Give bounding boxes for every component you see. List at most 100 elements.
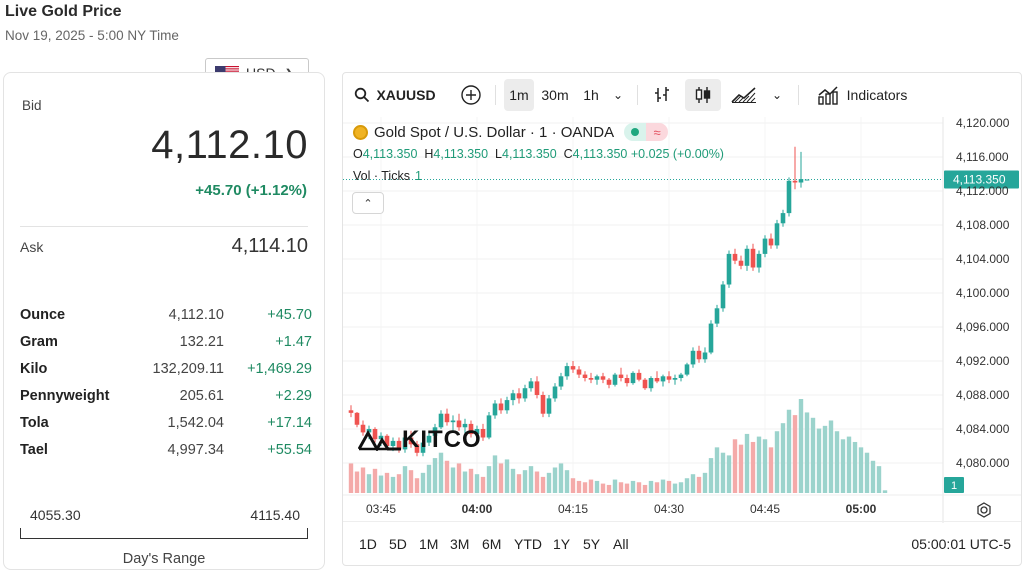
volume-bar [546, 472, 552, 493]
close-label: C [563, 147, 573, 161]
range-5d-button[interactable]: 5D [389, 536, 407, 552]
time-tick-label: 04:00 [462, 502, 493, 516]
collapse-legend-button[interactable]: ⌃ [352, 192, 384, 214]
volume-bar [696, 476, 702, 493]
unit-change: +1,469.29 [247, 361, 312, 377]
days-range-high: 4115.40 [250, 507, 300, 523]
bid-value: 4,112.10 [151, 123, 308, 167]
interval-1m-button[interactable]: 1m [504, 79, 534, 111]
change-value: +0.025 (+0.00%) [630, 147, 724, 161]
volume-bar [606, 484, 612, 493]
divider [20, 226, 308, 227]
volume-bar [654, 482, 660, 493]
price-tick-label: 4,084.000 [956, 422, 1010, 436]
range-all-button[interactable]: All [613, 536, 629, 552]
ohlc-bars-icon [655, 87, 669, 102]
candle-body [804, 179, 810, 181]
price-tick-label: 4,116.000 [956, 150, 1009, 164]
range-1d-button[interactable]: 1D [359, 536, 377, 552]
plus-circle-icon [461, 85, 481, 105]
candles-chart-type-button[interactable] [685, 79, 721, 111]
volume-bar [480, 476, 486, 493]
volume-bar [804, 412, 810, 493]
volume-bar [708, 458, 714, 493]
price-tick-label: 4,088.000 [956, 388, 1010, 402]
range-1m-button[interactable]: 1M [419, 536, 439, 552]
volume-bar [348, 463, 354, 493]
status-dot-icon [631, 128, 640, 136]
candle-body [708, 323, 714, 353]
days-range-low: 4055.30 [30, 507, 81, 523]
volume-badge-label: 1 [951, 480, 957, 492]
volume-bar [714, 447, 720, 493]
candle-body [480, 429, 486, 438]
symbol-search-button[interactable]: XAUUSD [349, 79, 441, 111]
toolbar-separator [495, 85, 496, 105]
unit-price: 132,209.11 [152, 361, 225, 377]
candle-body [582, 374, 588, 378]
range-3m-button[interactable]: 3M [450, 536, 470, 552]
wave-icon: ≈ [646, 123, 669, 141]
candle-body [348, 410, 354, 413]
days-range-bar [20, 528, 308, 539]
high-label: H [424, 147, 434, 161]
candle-body [402, 437, 408, 450]
legend-title: Gold Spot / U.S. Dollar · 1 · OANDA [374, 123, 615, 141]
bid-change: +45.70 (+1.12%) [195, 182, 307, 199]
volume-bar [528, 466, 534, 493]
price-tick-label: 4,100.000 [956, 286, 1010, 300]
unit-price: 4,997.34 [167, 442, 224, 458]
market-status-pill[interactable]: ≈ [624, 123, 669, 141]
price-tick-label: 4,092.000 [956, 354, 1010, 368]
volume-bar [438, 452, 444, 493]
range-5y-button[interactable]: 5Y [583, 536, 601, 552]
price-panel: Bid 4,112.10 +45.70 (+1.12%) Ask 4,114.1… [3, 72, 325, 570]
unit-price: 205.61 [179, 388, 224, 404]
gear-inner [980, 506, 988, 514]
candle-body [792, 180, 798, 183]
candle-body [576, 369, 582, 375]
toolbar-separator [798, 85, 799, 105]
symbol-label: XAUUSD [376, 87, 436, 103]
unit-change: +45.70 [267, 307, 312, 323]
interval-1h-button[interactable]: 1h [583, 87, 599, 103]
volume-bar [534, 471, 540, 493]
volume-bar [630, 480, 636, 493]
volume-bar [822, 425, 828, 493]
candle-body [552, 386, 558, 399]
area-chart-type-button[interactable] [729, 79, 759, 111]
low-label: L [495, 147, 502, 161]
volume-bar [690, 474, 696, 493]
chart-type-chevron-icon[interactable]: ⌄ [771, 88, 783, 102]
volume-bar [354, 471, 360, 493]
time-tick-label: 05:00 [846, 502, 877, 516]
candle-body [522, 388, 528, 399]
volume-bar [468, 468, 474, 493]
volume-bar [882, 490, 888, 493]
range-1y-button[interactable]: 1Y [553, 536, 571, 552]
volume-bar [420, 472, 426, 493]
interval-30m-button[interactable]: 30m [541, 87, 569, 103]
volume-bar [678, 482, 684, 493]
ask-value: 4,114.10 [231, 235, 308, 257]
range-6m-button[interactable]: 6M [482, 536, 502, 552]
interval-dropdown-chevron-icon[interactable]: ⌄ [612, 88, 624, 102]
bar-chart-type-button[interactable] [647, 79, 677, 111]
range-ytd-button[interactable]: YTD [514, 536, 542, 552]
volume-bar [642, 484, 648, 493]
indicators-button[interactable]: Indicators [807, 79, 917, 111]
add-symbol-button[interactable] [455, 79, 487, 111]
candle-body [474, 429, 480, 435]
indicators-label: Indicators [846, 87, 908, 103]
volume-bar [684, 478, 690, 493]
candle-body [624, 378, 630, 384]
candle-body [468, 423, 474, 435]
volume-bar [450, 467, 456, 493]
price-tick-label: 4,108.000 [956, 218, 1010, 232]
candle-body [786, 180, 792, 214]
candle-body [714, 308, 720, 324]
settings-gear-icon[interactable] [977, 502, 991, 518]
candlestick-icon [695, 87, 711, 103]
volume-bar [474, 474, 480, 493]
